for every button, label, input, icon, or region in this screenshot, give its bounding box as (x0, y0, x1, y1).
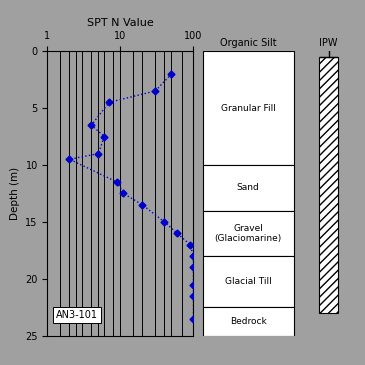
Y-axis label: Depth (m): Depth (m) (9, 167, 20, 220)
Text: Organic Silt: Organic Silt (220, 38, 277, 48)
Title: SPT N Value: SPT N Value (87, 18, 154, 28)
Bar (203, 211, 294, 256)
Bar (203, 256, 294, 307)
Bar (319, 57, 338, 313)
Text: Sand: Sand (237, 183, 260, 192)
Text: IPW: IPW (319, 38, 338, 48)
Bar (203, 51, 294, 165)
Text: Glacial Till: Glacial Till (225, 277, 272, 286)
Text: Granular Fill: Granular Fill (221, 104, 276, 112)
Text: Bedrock: Bedrock (230, 317, 266, 326)
Bar (203, 307, 294, 336)
Text: AN3-101: AN3-101 (56, 310, 98, 320)
Text: Gravel
(Glaciomarine): Gravel (Glaciomarine) (215, 224, 282, 243)
Bar (203, 165, 294, 211)
